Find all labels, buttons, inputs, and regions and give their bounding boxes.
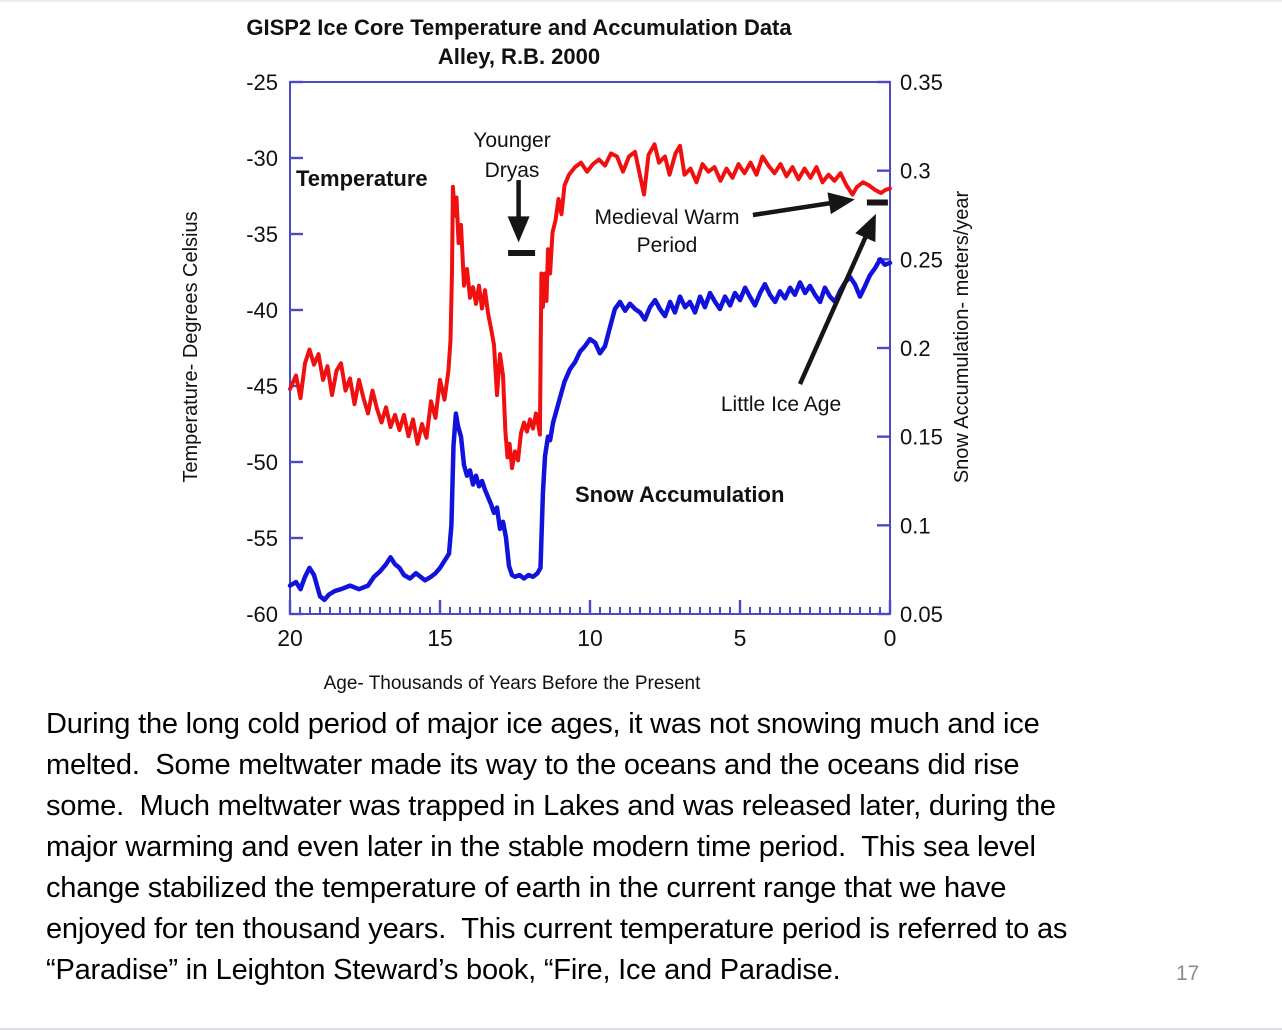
body-text-line: During the long cold period of major ice… xyxy=(46,708,1040,740)
medieval-warm-label-line2: Period xyxy=(637,234,698,257)
little-ice-age-label: Little Ice Age xyxy=(721,393,841,416)
x-tick-label: 0 xyxy=(884,625,897,651)
younger-dryas-arrow-head xyxy=(507,216,530,243)
x-tick-label: 5 xyxy=(734,625,747,651)
chart-title: GISP2 Ice Core Temperature and Accumulat… xyxy=(246,15,792,40)
x-tick-label: 20 xyxy=(277,625,303,651)
y-right-tick-label: 0.05 xyxy=(900,602,943,627)
younger-dryas-label-line2: Dryas xyxy=(485,159,540,182)
x-tick-label: 10 xyxy=(577,625,603,651)
medieval-warm-label-line1: Medieval Warm xyxy=(594,206,739,229)
body-paragraph: During the long cold period of major ice… xyxy=(46,704,1246,991)
snow-accumulation-curve xyxy=(287,257,893,603)
y-left-tick-label: -55 xyxy=(246,526,278,551)
body-text-line: “Paradise” in Leighton Steward’s book, “… xyxy=(46,954,841,986)
medieval-warm-period-arrow-head xyxy=(827,192,855,215)
ice-core-chart: -25 -30 -35 -40 -45 -50 -55 -60 0.35 0.3 0.25 0.2 0.… xyxy=(180,15,973,694)
page-number: 17 xyxy=(1176,962,1200,985)
y-right-tick-label: 0.2 xyxy=(900,336,931,361)
y-left-tick-label: -40 xyxy=(246,298,278,323)
y-left-tick-label: -60 xyxy=(246,602,278,627)
y-right-tick-label: 0.3 xyxy=(900,159,931,184)
little-ice-age-arrow-head xyxy=(855,213,876,243)
y-right-tick-label: 0.35 xyxy=(900,70,943,95)
accumulation-series-label: Snow Accumulation xyxy=(575,482,784,507)
chart-subtitle: Alley, R.B. 2000 xyxy=(438,44,600,69)
x-axis-title: Age- Thousands of Years Before the Prese… xyxy=(324,673,701,694)
y-left-tick-label: -50 xyxy=(246,450,278,475)
plot-frame xyxy=(289,81,891,615)
body-text-line: enjoyed for ten thousand years. This cur… xyxy=(46,913,1068,945)
y-left-tick-label: -30 xyxy=(246,146,278,171)
y-right-tick-label: 0.1 xyxy=(900,513,931,538)
y-left-tick-label: -35 xyxy=(246,222,278,247)
body-text-line: melted. Some meltwater made its way to t… xyxy=(46,749,1020,781)
body-text-line: some. Much meltwater was trapped in Lake… xyxy=(46,790,1056,822)
y-left-tick-label: -25 xyxy=(246,70,278,95)
y-right-tick-label: 0.15 xyxy=(900,425,943,450)
temperature-curve xyxy=(288,142,892,471)
body-text-line: major warming and even later in the stab… xyxy=(46,831,1036,863)
y-axis-left-title: Temperature- Degrees Celsius xyxy=(180,211,202,482)
younger-dryas-label-line1: Younger xyxy=(473,129,550,152)
y-right-tick-label: 0.25 xyxy=(900,247,943,272)
chart-generated-layer: -25 -30 -35 -40 -45 -50 -55 -60 0.35 0.3 0.25 0.2 0.… xyxy=(246,70,943,651)
chart-annotation-layer xyxy=(507,180,888,385)
little-ice-age-arrow-shaft xyxy=(797,234,869,385)
body-text-line: change stabilized the temperature of ear… xyxy=(46,872,1007,904)
temperature-series-label: Temperature xyxy=(296,166,428,191)
y-left-tick-label: -45 xyxy=(246,374,278,399)
medieval-warm-period-arrow-shaft xyxy=(752,200,832,218)
x-tick-label: 15 xyxy=(427,625,453,651)
y-axis-right-title: Snow Accumulation- meters/year xyxy=(951,190,973,483)
